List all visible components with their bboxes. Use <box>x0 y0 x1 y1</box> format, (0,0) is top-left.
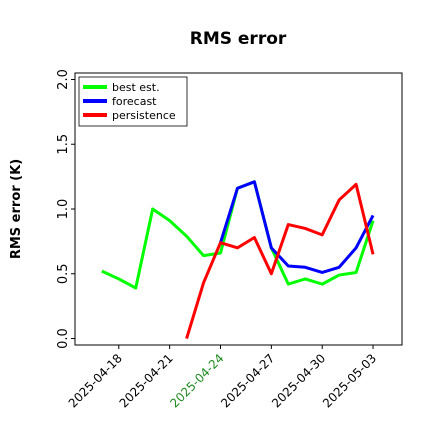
y-tick-label: 0.5 <box>56 263 71 284</box>
series-line <box>101 180 375 290</box>
x-tick-label: 2025-04-21 <box>117 351 176 410</box>
x-tick-label: 2025-05-03 <box>320 351 379 410</box>
y-axis-label: RMS error (K) <box>9 159 24 259</box>
series-line <box>185 182 375 339</box>
legend-label: forecast <box>112 95 157 108</box>
legend-label: best est. <box>112 81 160 94</box>
y-tick-label: 2.0 <box>56 69 71 90</box>
chart-title: RMS error <box>190 29 287 49</box>
x-tick-label: 2025-04-30 <box>269 351 328 410</box>
y-tick-label: 0.0 <box>56 328 71 349</box>
y-tick-label: 1.5 <box>56 134 71 155</box>
x-tick-label: 2025-04-24 <box>167 351 226 410</box>
legend-label: persistence <box>112 109 176 122</box>
y-tick-label: 1.0 <box>56 199 71 220</box>
x-tick-label: 2025-04-27 <box>218 351 277 410</box>
x-tick-label: 2025-04-18 <box>66 351 125 410</box>
series-line <box>219 180 375 274</box>
